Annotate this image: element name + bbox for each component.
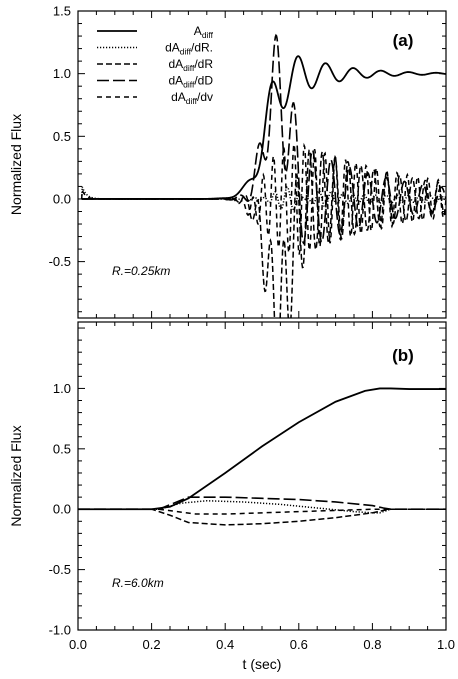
y-tick-label: -1.0: [49, 623, 71, 638]
series-line-3: [78, 508, 446, 526]
legend-entry: dAdiff/dv: [171, 90, 213, 106]
legend-entry-suffix: /dD: [194, 74, 213, 88]
x-tick-label: 0.0: [69, 637, 87, 652]
legend-entry-name: A: [194, 24, 202, 38]
panel-label: (b): [392, 346, 414, 365]
y-tick-label: 1.5: [53, 4, 71, 19]
y-tick-label: 1.0: [53, 381, 71, 396]
series-group: [80, 33, 446, 318]
y-tick-label: 0.5: [53, 441, 71, 456]
legend-entry: Adiff: [194, 24, 214, 40]
legend-entry-suffix: /dR: [194, 57, 213, 71]
series-line-1: [78, 387, 446, 511]
legend-entry-subscript: diff: [180, 47, 192, 57]
y-tick-label: -0.5: [49, 254, 71, 269]
legend-entry-suffix: /dv: [197, 90, 213, 104]
series-line-5: [78, 508, 446, 515]
y-axis-title: Normalized Flux: [8, 425, 24, 526]
radius-annotation: R.=0.25km: [112, 264, 170, 278]
series-line-4: [78, 496, 446, 511]
panel-label: (a): [393, 31, 414, 50]
panel-a: -0.5 0.0 0.5 1.0 1.5 Normalized Flux (a) R.=0.2…: [8, 4, 447, 319]
legend-entry: dAdiff/dD: [168, 74, 213, 90]
legend-entry-name: dA: [171, 90, 186, 104]
series-line-2: [78, 500, 446, 514]
legend-entry-subscript: diff: [183, 80, 195, 90]
x-tick-label: 0.2: [143, 637, 161, 652]
legend-entry-subscript: diff: [202, 30, 214, 40]
x-tick-label: 1.0: [437, 637, 455, 652]
x-tick-label: 0.8: [363, 637, 381, 652]
legend: AdiffdAdiff/dR.dAdiff/dRdAdiff/dDdAdiff/…: [97, 24, 214, 106]
series-line-2: [80, 186, 446, 211]
radius-annotation: R.=6.0km: [112, 576, 164, 590]
series-line-5: [80, 141, 446, 255]
legend-entry-name: dA: [168, 74, 183, 88]
legend-entry: dAdiff/dR.: [165, 41, 213, 57]
y-tick-label: 1.0: [53, 66, 71, 81]
series-group: [78, 387, 446, 526]
y-tick-label: 0.0: [53, 502, 71, 517]
series-line-3: [81, 149, 446, 318]
y-tick-label: 0.5: [53, 129, 71, 144]
y-tick-label: -0.5: [49, 562, 71, 577]
panel-b: -1.0 -0.5 0.0 0.5 1.0 0.0 0.2 0.4 0.6 0.8 1.0 Norma…: [8, 321, 455, 652]
legend-entry-name: dA: [165, 41, 180, 55]
legend-entry: dAdiff/dR: [168, 57, 213, 73]
legend-entry-name: dA: [168, 57, 183, 71]
x-tick-label: 0.6: [290, 637, 308, 652]
legend-entry-subscript: diff: [186, 96, 198, 106]
x-tick-label: 0.4: [216, 637, 234, 652]
legend-entry-subscript: diff: [183, 63, 195, 73]
y-axis-title: Normalized Flux: [8, 114, 24, 215]
legend-entry-suffix: /dR.: [191, 41, 213, 55]
x-axis-title: t (sec): [243, 656, 282, 672]
y-tick-label: 0.0: [53, 191, 71, 206]
